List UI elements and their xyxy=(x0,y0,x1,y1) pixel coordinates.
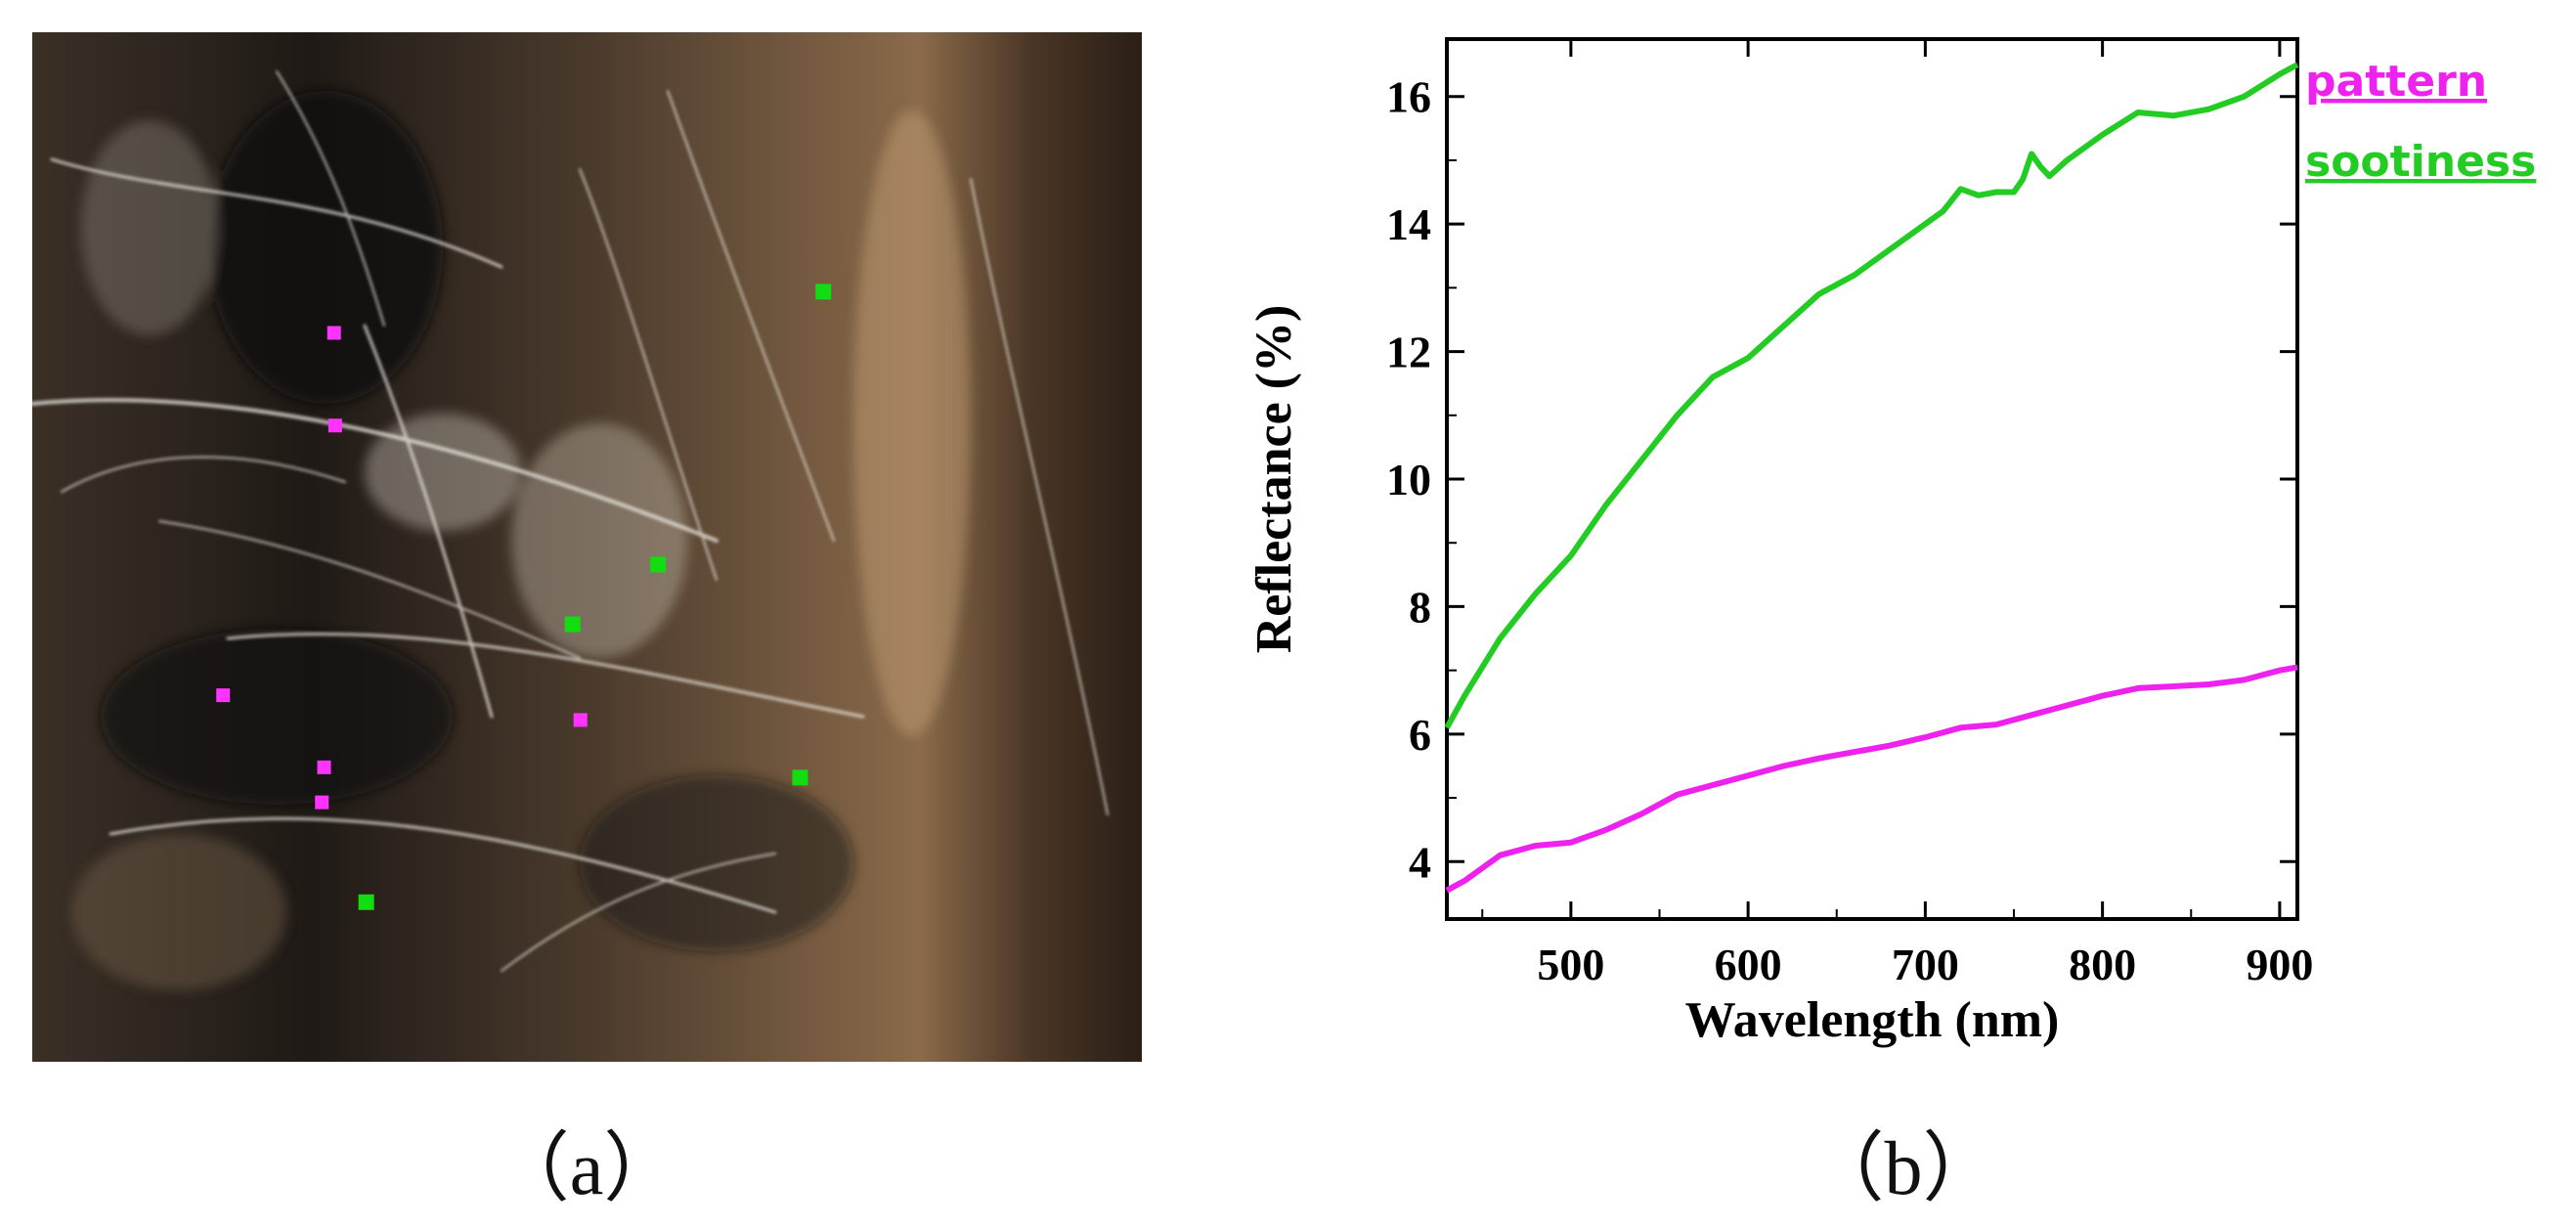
y-tick-label: 12 xyxy=(1386,328,1431,377)
legend: pattern sootiness xyxy=(2305,57,2536,187)
y-tick-label: 8 xyxy=(1409,582,1431,632)
sootiness-marker xyxy=(358,894,374,910)
reflectance-chart: 500 600 700 800 900 4 6 8 10 12 14 16 Wavelength (… xyxy=(1242,20,2571,1075)
y-axis-label: Reflectance (%) xyxy=(1246,305,1302,654)
sootiness-marker xyxy=(564,616,581,633)
x-tick-label: 500 xyxy=(1537,940,1604,989)
y-tick-label: 14 xyxy=(1386,199,1431,249)
sootiness-marker xyxy=(650,556,667,573)
pattern-marker xyxy=(317,760,331,774)
sootiness-marker xyxy=(792,769,808,786)
panel-label-b: （b） xyxy=(1808,1125,1999,1210)
y-tick-label: 4 xyxy=(1409,837,1431,887)
sootiness-marker xyxy=(815,284,832,300)
specimen-photo-canvas xyxy=(32,32,1142,1062)
pattern-marker xyxy=(327,418,342,433)
x-tick-label: 800 xyxy=(2069,940,2136,989)
x-tick-label: 900 xyxy=(2246,940,2313,989)
photo-scratches xyxy=(32,70,1109,972)
pattern-marker xyxy=(216,688,231,703)
panel-label-a: （a） xyxy=(493,1125,680,1210)
pattern-markers xyxy=(216,326,588,810)
series-line-pattern xyxy=(1445,664,2298,894)
x-tick-label: 700 xyxy=(1892,940,1959,989)
y-tick-label: 16 xyxy=(1386,72,1431,122)
y-tick-label: 10 xyxy=(1386,455,1431,504)
pattern-marker xyxy=(573,713,588,727)
x-axis-ticks: 500 600 700 800 900 xyxy=(1481,39,2313,989)
series-line-sootiness xyxy=(1444,62,2299,729)
y-axis-ticks: 4 6 8 10 12 14 16 xyxy=(1386,72,2297,887)
reflectance-chart-svg: 500 600 700 800 900 4 6 8 10 12 14 16 Wavelength (… xyxy=(1246,37,2536,1048)
legend-entry-pattern: pattern xyxy=(2305,57,2487,107)
sootiness-markers xyxy=(358,284,832,910)
plot-frame xyxy=(1445,37,2299,921)
x-tick-label: 600 xyxy=(1715,940,1782,989)
series-lines xyxy=(1444,62,2299,894)
y-tick-label: 6 xyxy=(1409,710,1431,760)
pattern-marker xyxy=(315,795,329,810)
x-axis-label: Wavelength (nm) xyxy=(1685,992,2060,1048)
legend-entry-sootiness: sootiness xyxy=(2305,137,2536,187)
specimen-photo xyxy=(32,32,1142,1062)
pattern-marker xyxy=(327,326,341,340)
